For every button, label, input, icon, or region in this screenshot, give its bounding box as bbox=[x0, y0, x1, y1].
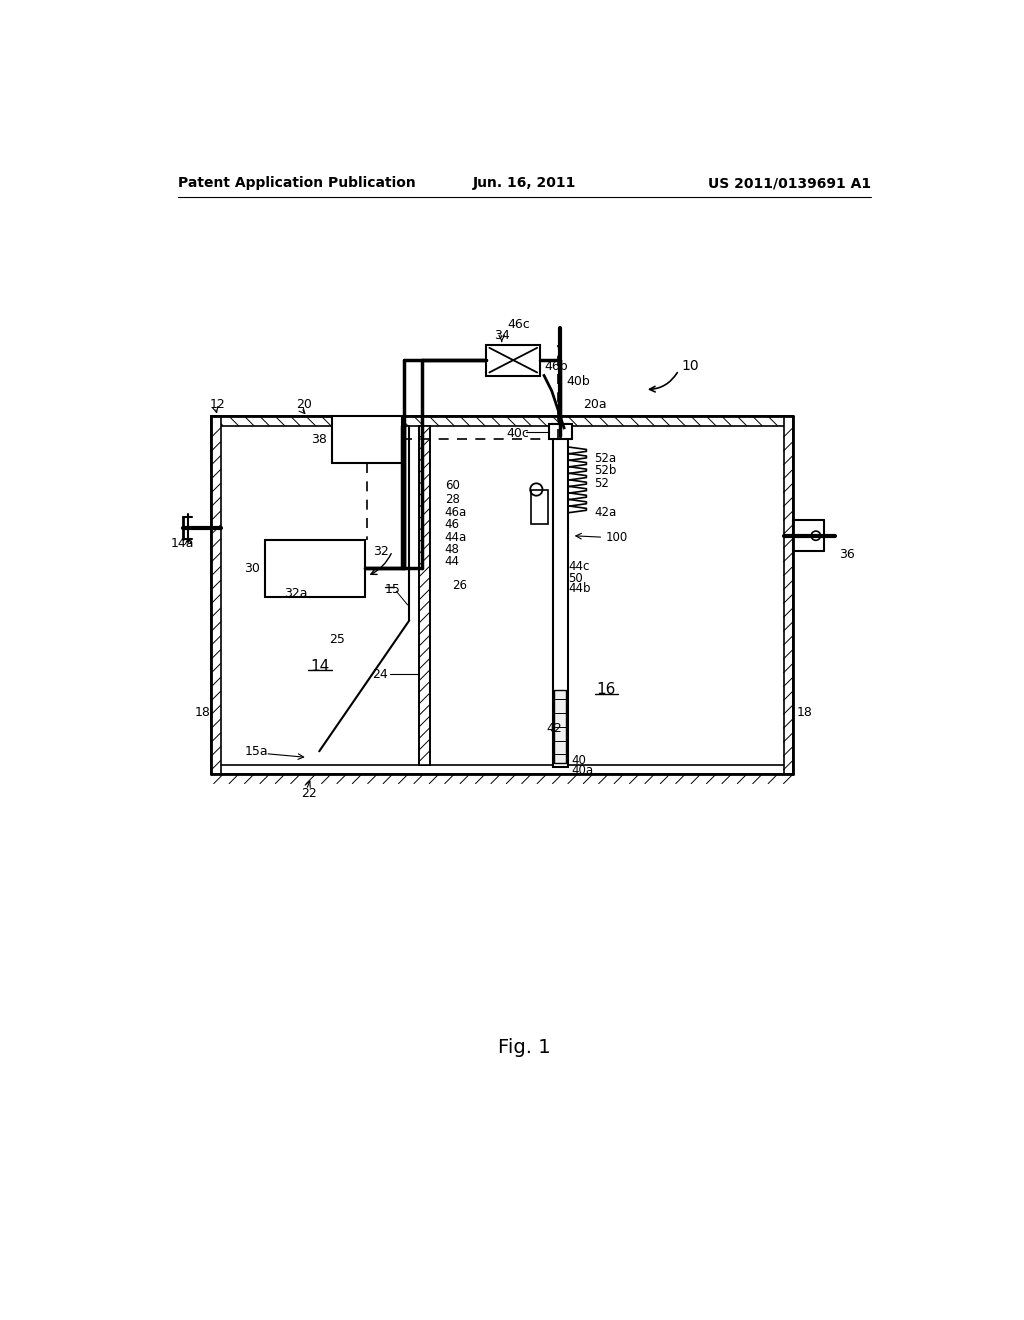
Text: 18: 18 bbox=[195, 706, 210, 719]
Text: 32a: 32a bbox=[285, 587, 308, 601]
Text: 44a: 44a bbox=[444, 531, 467, 544]
Text: 25: 25 bbox=[330, 634, 345, 647]
Text: 38: 38 bbox=[310, 433, 327, 446]
Text: 40b: 40b bbox=[566, 375, 590, 388]
Bar bbox=[265, 540, 366, 598]
Text: 28: 28 bbox=[444, 492, 460, 506]
Text: 10: 10 bbox=[681, 359, 698, 374]
Text: 16: 16 bbox=[597, 682, 616, 697]
Text: 44c: 44c bbox=[568, 560, 589, 573]
Bar bbox=[333, 416, 401, 462]
Text: 30: 30 bbox=[244, 561, 260, 574]
Text: 24: 24 bbox=[373, 668, 388, 681]
Text: 15a: 15a bbox=[245, 744, 268, 758]
Text: 40a: 40a bbox=[571, 764, 594, 777]
Text: 52b: 52b bbox=[594, 463, 616, 477]
Text: 46c: 46c bbox=[508, 318, 530, 331]
Text: Jun. 16, 2011: Jun. 16, 2011 bbox=[473, 176, 577, 190]
Text: 20a: 20a bbox=[584, 399, 607, 412]
Text: US 2011/0139691 A1: US 2011/0139691 A1 bbox=[709, 176, 871, 190]
Text: Fig. 1: Fig. 1 bbox=[499, 1039, 551, 1057]
Bar bbox=[549, 424, 571, 440]
Text: 46b: 46b bbox=[545, 360, 568, 372]
Text: 34: 34 bbox=[494, 329, 510, 342]
Text: 14: 14 bbox=[310, 659, 330, 675]
Text: Patent Application Publication: Patent Application Publication bbox=[178, 176, 416, 190]
Text: 42a: 42a bbox=[594, 506, 616, 519]
Text: 18: 18 bbox=[797, 706, 812, 719]
Text: 12: 12 bbox=[210, 397, 225, 411]
Text: 50: 50 bbox=[568, 572, 583, 585]
Text: 52: 52 bbox=[594, 477, 609, 490]
Bar bbox=[211, 766, 793, 775]
Bar bbox=[531, 490, 548, 524]
Text: 40: 40 bbox=[571, 754, 587, 767]
Bar bbox=[211, 416, 220, 775]
Text: 44b: 44b bbox=[568, 582, 591, 594]
Text: 20: 20 bbox=[296, 399, 312, 412]
Text: 22: 22 bbox=[301, 787, 317, 800]
Bar bbox=[554, 690, 566, 763]
Text: 36: 36 bbox=[839, 548, 855, 561]
Text: 100: 100 bbox=[605, 531, 628, 544]
Text: 42: 42 bbox=[546, 722, 562, 735]
Bar bbox=[486, 345, 541, 376]
Text: 48: 48 bbox=[444, 543, 460, 556]
Text: 26: 26 bbox=[453, 579, 467, 593]
Text: 60: 60 bbox=[444, 479, 460, 492]
Text: 46a: 46a bbox=[444, 506, 467, 519]
Text: 46: 46 bbox=[444, 519, 460, 532]
Text: 44: 44 bbox=[444, 556, 460, 569]
Bar bbox=[783, 416, 793, 775]
Text: 32: 32 bbox=[373, 545, 389, 557]
Text: 52a: 52a bbox=[594, 453, 616, 465]
Bar bbox=[211, 416, 793, 425]
Bar bbox=[553, 424, 568, 767]
Text: 14a: 14a bbox=[171, 537, 195, 550]
Text: 40c: 40c bbox=[506, 426, 529, 440]
Bar bbox=[419, 425, 430, 766]
Text: 15: 15 bbox=[385, 583, 400, 597]
